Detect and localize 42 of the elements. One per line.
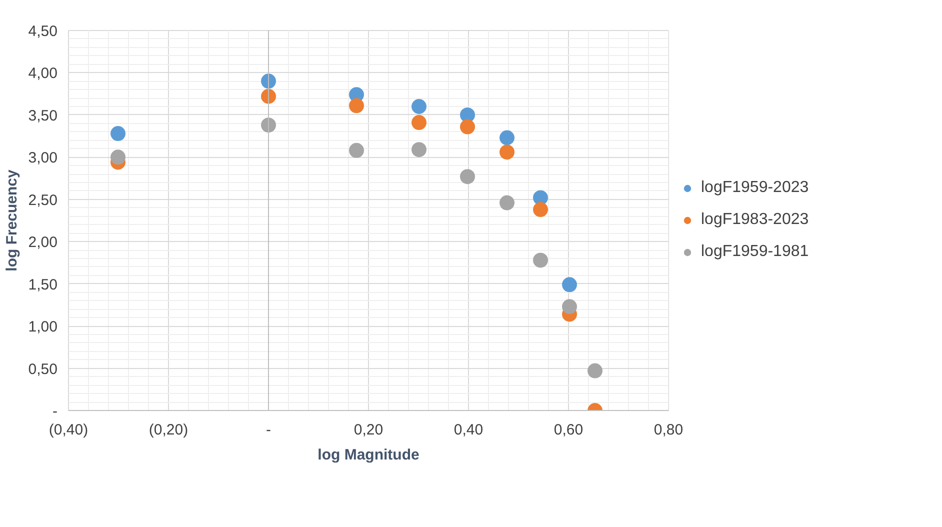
point	[500, 144, 514, 160]
x-tick-label: 0,40	[454, 422, 484, 438]
y-tick-label: 2,50	[28, 192, 58, 209]
y-tick-label: 0,50	[28, 360, 58, 378]
point	[562, 299, 577, 314]
point	[412, 115, 426, 130]
x-tick-label: 0,80	[654, 422, 684, 438]
point	[110, 150, 126, 165]
y-tick-label: 3,00	[28, 150, 58, 167]
y-axis-title: log Frecuency	[4, 168, 20, 272]
x-tick-label: 0,60	[554, 422, 584, 438]
y-tick-label: 2,00	[28, 234, 58, 252]
point	[562, 277, 577, 292]
point	[261, 74, 276, 89]
x-tick-label: -	[266, 422, 271, 438]
point	[349, 142, 364, 158]
point	[500, 130, 514, 146]
x-tick-label: 0,20	[354, 422, 384, 438]
point	[261, 118, 276, 133]
x-tick-label: (0,40)	[48, 422, 88, 438]
point	[349, 98, 364, 114]
point	[460, 169, 475, 184]
y-tick-label: 1,00	[28, 318, 58, 336]
legend-label: logF1983-2023	[701, 211, 809, 229]
x-axis-title: log Magnitude	[318, 446, 420, 464]
point	[533, 202, 548, 218]
y-tick-label: -	[52, 403, 58, 420]
point	[588, 363, 602, 378]
point	[460, 119, 475, 134]
point	[533, 252, 548, 268]
legend-label: logF1959-1981	[701, 243, 809, 261]
y-tick-label: 4,00	[28, 65, 58, 82]
y-tick-label: 1,50	[28, 276, 58, 294]
y-tick-label: 4,50	[28, 23, 58, 40]
point	[500, 195, 514, 210]
x-tick-label: (0,20)	[148, 422, 188, 438]
point	[412, 142, 426, 158]
point	[412, 99, 426, 114]
point	[261, 88, 276, 104]
y-tick-label: 3,50	[28, 107, 58, 124]
point	[110, 126, 126, 142]
legend-label: logF1959-2023	[701, 179, 809, 197]
